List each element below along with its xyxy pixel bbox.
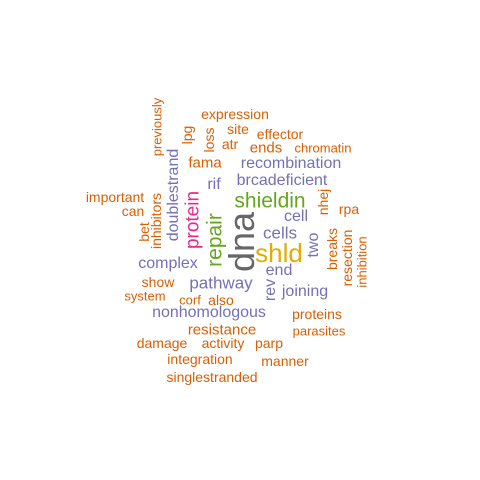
word-shld: shld — [255, 238, 303, 268]
word-previously: previously — [149, 97, 165, 157]
word-inhibition: inhibition — [354, 236, 370, 288]
word-effector: effector — [256, 126, 304, 142]
word-system: system — [124, 288, 166, 304]
word-two: two — [305, 232, 322, 258]
word-joining: joining — [281, 283, 329, 300]
word-integration: integration — [167, 351, 233, 367]
word-complex: complex — [138, 255, 198, 272]
word-rif: rif — [207, 176, 221, 193]
word-singlestranded: singlestranded — [166, 369, 258, 385]
word-ends: ends — [249, 139, 283, 157]
word-resistance: resistance — [187, 321, 257, 339]
word-cell: cell — [283, 208, 309, 225]
word-end: end — [265, 262, 293, 279]
word-loss: loss — [201, 127, 217, 153]
word-activity: activity — [201, 335, 245, 351]
word-lpg: lpg — [179, 125, 195, 145]
word-brcadeficient: brcadeficient — [236, 172, 328, 189]
word-protein: protein — [182, 190, 204, 250]
word-bet: bet — [136, 222, 152, 242]
word-manner: manner — [261, 353, 309, 369]
word-resection: resection — [339, 229, 355, 287]
word-can: can — [121, 203, 145, 219]
word-site: site — [227, 121, 249, 137]
word-damage: damage — [136, 335, 188, 351]
word-cells: cells — [262, 223, 298, 243]
word-parp: parp — [254, 335, 284, 351]
word-also: also — [208, 292, 234, 308]
word-chromatin: chromatin — [294, 140, 352, 156]
word-nonhomologous: nonhomologous — [152, 304, 266, 321]
word-proteins: proteins — [292, 306, 342, 322]
word-shieldin: shieldin — [234, 189, 306, 213]
word-expression: expression — [201, 106, 269, 122]
word-fama: fama — [188, 154, 222, 172]
word-nhej: nhej — [315, 188, 331, 216]
word-rev: rev — [262, 278, 279, 302]
word-parasites: parasites — [292, 323, 346, 339]
word-rpa: rpa — [338, 201, 360, 217]
word-pathway: pathway — [189, 273, 253, 293]
word-atr: atr — [221, 136, 239, 152]
word-recombination: recombination — [240, 155, 342, 172]
word-important: important — [85, 189, 145, 205]
word-repair: repair — [203, 213, 227, 267]
word-show: show — [141, 274, 175, 290]
word-doublestrand: doublestrand — [165, 148, 182, 242]
word-breaks: breaks — [324, 227, 340, 271]
word-corf: corf — [179, 292, 201, 308]
